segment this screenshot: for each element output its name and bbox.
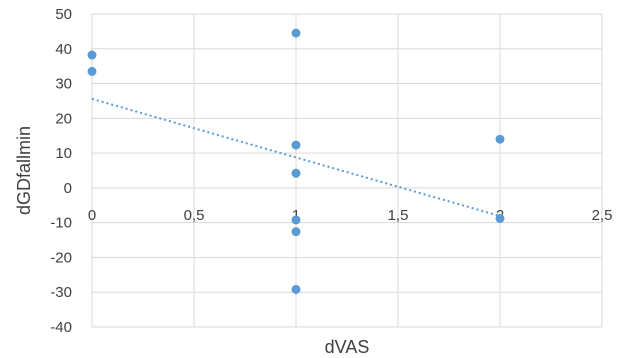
x-axis-title: dVAS xyxy=(325,337,370,357)
x-tick-label: 1,5 xyxy=(388,207,409,224)
y-tick-label: 20 xyxy=(55,110,72,127)
y-tick-label: -10 xyxy=(50,215,72,232)
data-points xyxy=(87,28,505,294)
linear-trendline xyxy=(91,97,501,218)
y-tick-label: 10 xyxy=(55,145,72,162)
y-tick-label: -40 xyxy=(50,319,72,336)
x-tick-label: 2,5 xyxy=(592,207,613,224)
plot-area-border xyxy=(91,13,603,328)
data-point xyxy=(87,50,97,60)
data-point xyxy=(291,168,301,178)
y-tick-label: 50 xyxy=(55,6,72,23)
y-tick-label: 30 xyxy=(55,76,72,93)
y-axis-tick-labels: -40 -30 -20 -10 0 10 20 30 40 50 xyxy=(50,6,72,336)
data-point xyxy=(291,140,301,150)
data-point xyxy=(495,213,505,223)
x-tick-label: 0,5 xyxy=(184,207,205,224)
y-axis-title: dGDfallmin xyxy=(14,126,34,215)
y-tick-label: -20 xyxy=(50,249,72,266)
data-point xyxy=(495,134,505,144)
y-tick-label: 40 xyxy=(55,41,72,58)
data-point xyxy=(291,284,301,294)
data-point xyxy=(291,28,301,38)
data-point xyxy=(291,227,301,237)
data-point xyxy=(87,66,97,76)
y-tick-label: 0 xyxy=(64,180,72,197)
y-tick-label: -30 xyxy=(50,284,72,301)
x-tick-label: 0 xyxy=(88,207,96,224)
data-point xyxy=(291,215,301,225)
